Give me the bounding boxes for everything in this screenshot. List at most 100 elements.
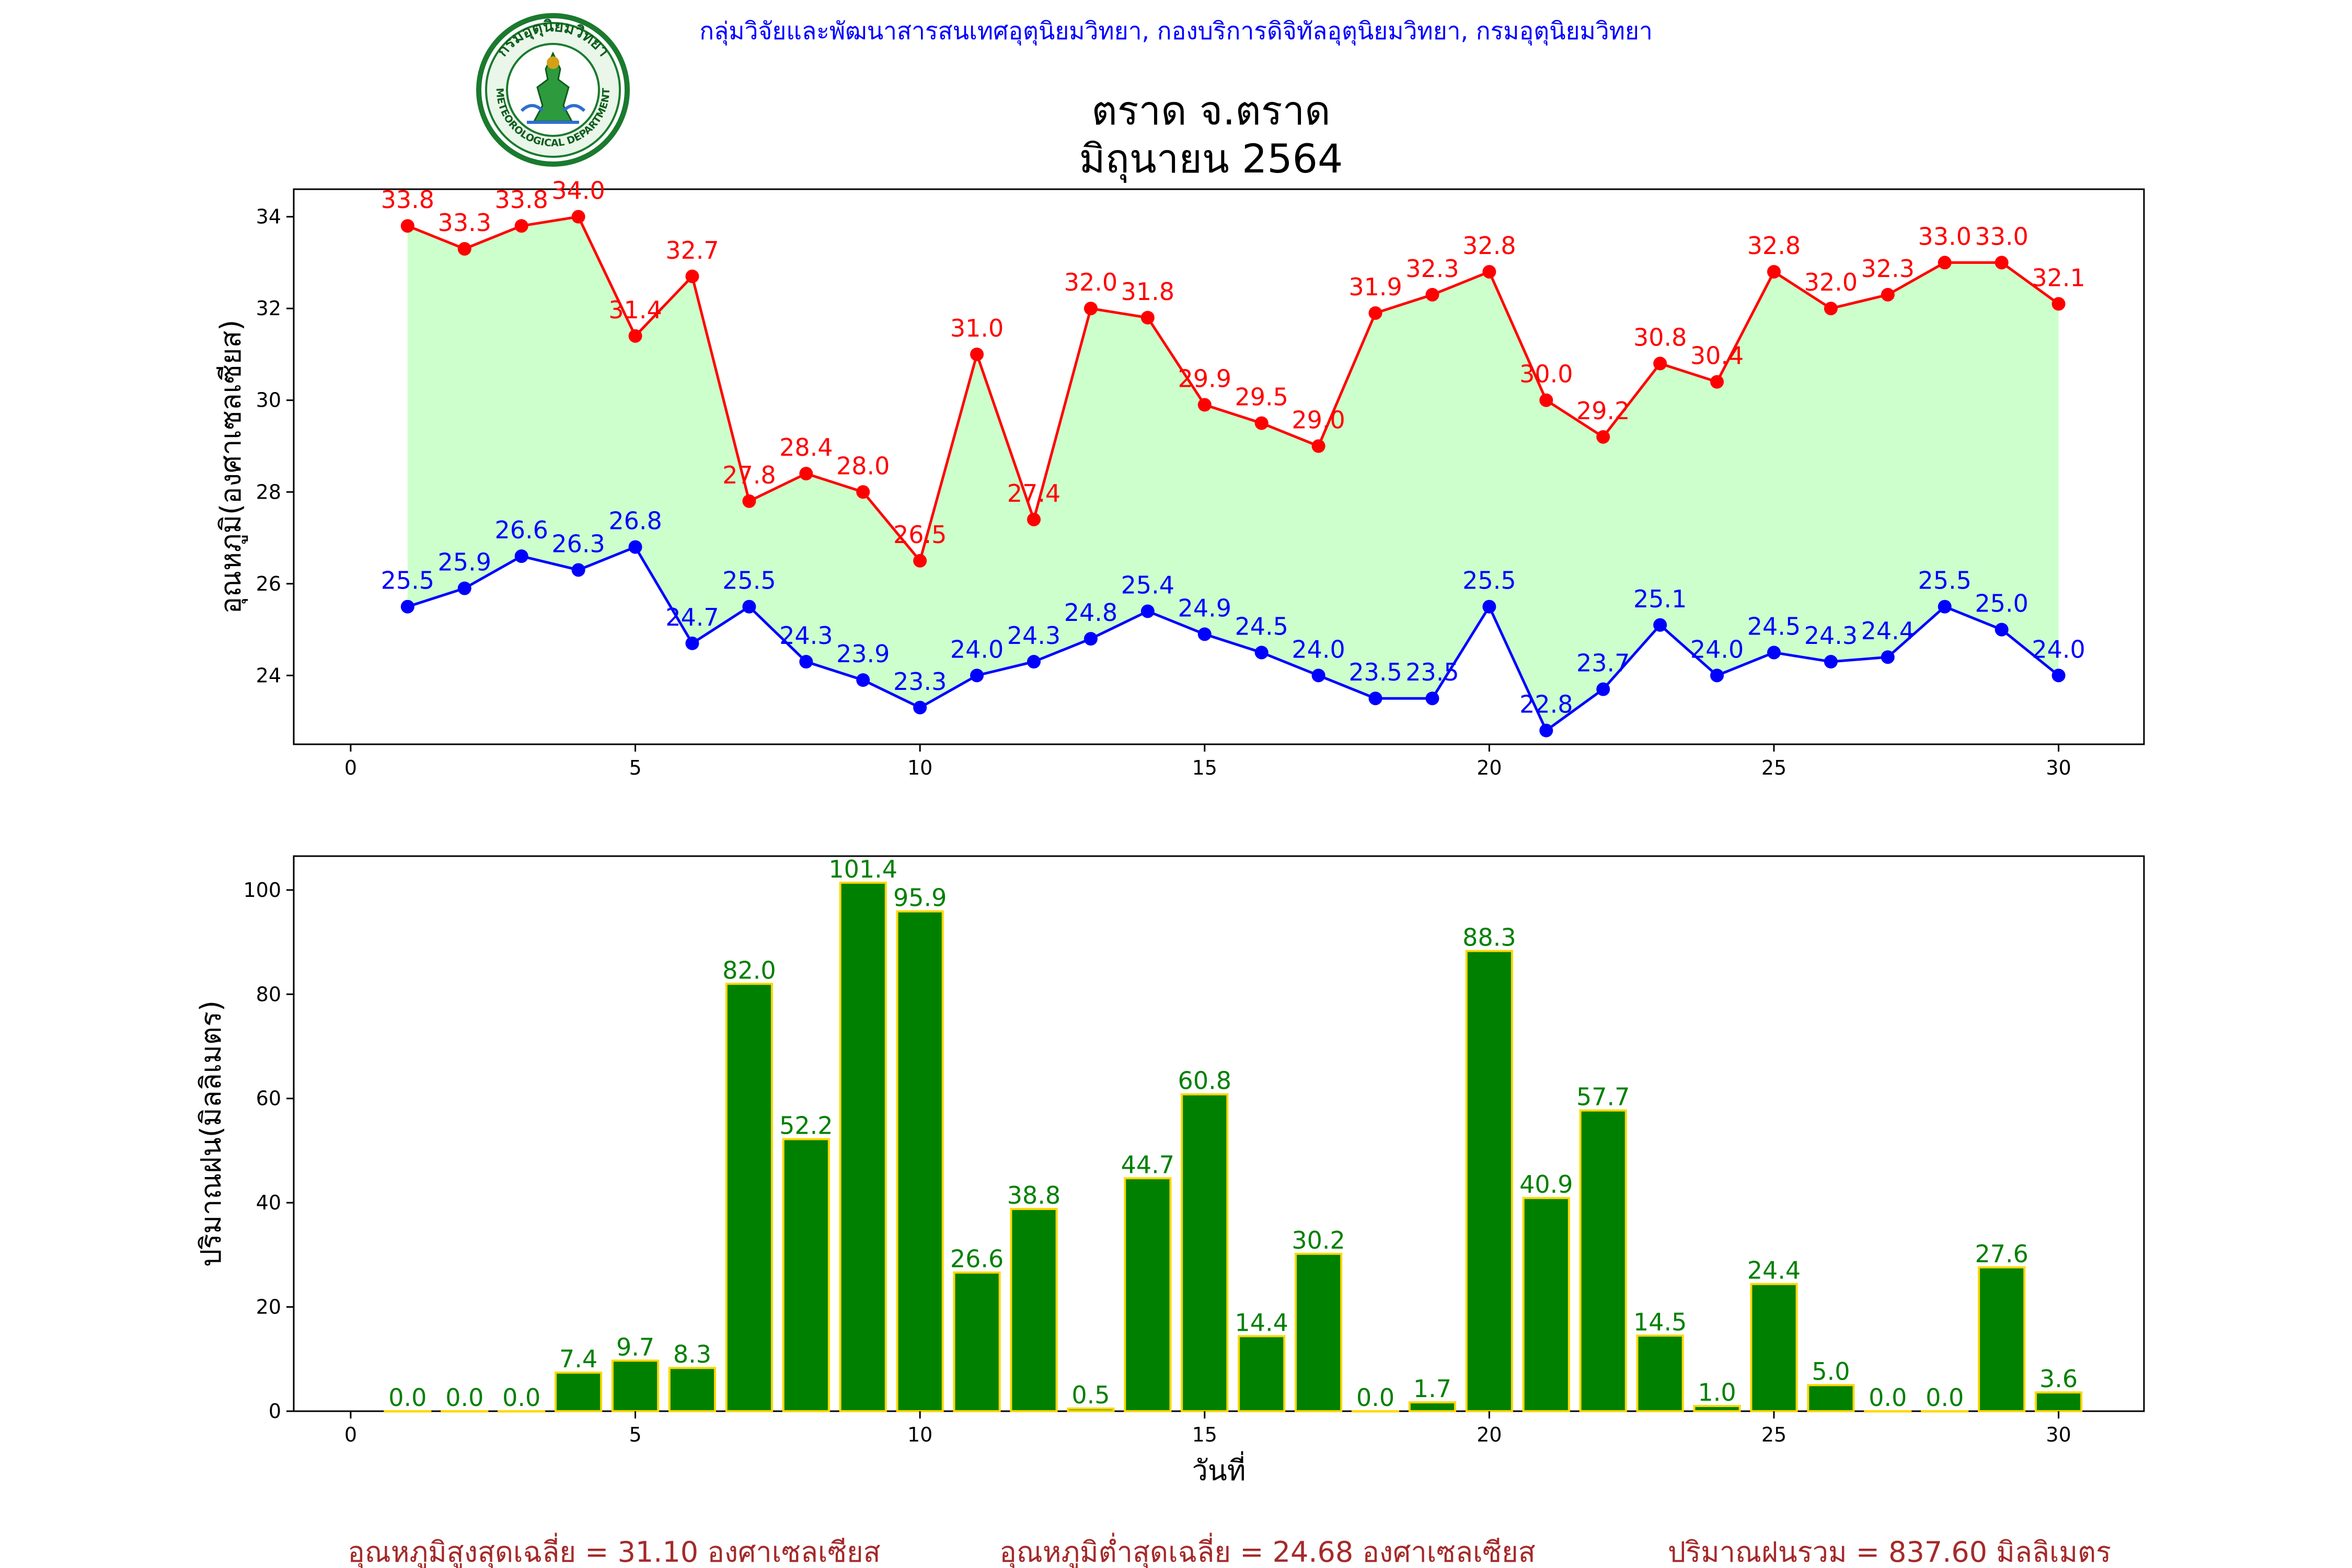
min-temperature-point <box>1254 645 1269 660</box>
max-temperature-point <box>1710 375 1724 389</box>
y-tick-label: 20 <box>256 1296 281 1319</box>
max-temperature-point <box>856 485 870 499</box>
rainfall-value-label: 7.4 <box>559 1345 597 1373</box>
max-temperature-label: 27.4 <box>1007 479 1060 508</box>
min-temperature-label: 23.9 <box>836 640 890 668</box>
max-temperature-point <box>1994 256 2009 270</box>
y-tick-label: 40 <box>256 1191 281 1214</box>
footer-avg-max: อุณหภูมิสูงสุดเฉลี่ย = 31.10 องศาเซลเซีย… <box>348 1532 880 1568</box>
max-temperature-label: 28.4 <box>779 433 833 462</box>
max-temperature-point <box>1824 302 1838 316</box>
max-temperature-point <box>1482 264 1496 279</box>
max-temperature-point <box>742 494 756 508</box>
min-temperature-point <box>1311 668 1325 683</box>
station-title: ตราด จ.ตราด <box>1091 87 1330 134</box>
max-temperature-label: 32.8 <box>1747 232 1801 260</box>
rainfall-value-label: 0.5 <box>1071 1381 1110 1409</box>
max-temperature-label: 33.0 <box>1975 222 2028 250</box>
max-temperature-label: 30.0 <box>1519 360 1573 388</box>
rainfall-bar <box>1864 1410 1912 1413</box>
max-temperature-point <box>1653 356 1667 371</box>
max-temperature-point <box>1254 416 1269 430</box>
x-tick-label: 25 <box>1761 756 1786 779</box>
max-temperature-point <box>1027 512 1041 526</box>
rainfall-bar <box>441 1410 489 1413</box>
max-temperature-label: 33.3 <box>438 209 491 237</box>
min-temperature-label: 24.7 <box>665 603 719 631</box>
max-temperature-point <box>400 219 414 233</box>
x-tick-label: 25 <box>1761 1423 1786 1446</box>
max-temperature-label: 32.0 <box>1064 268 1117 296</box>
temperature-y-axis-label: อุณหภูมิ(องศาเซลเซียส) <box>214 320 248 614</box>
min-temperature-label: 24.8 <box>1064 598 1117 627</box>
min-temperature-point <box>1197 627 1212 641</box>
y-tick-label: 28 <box>256 480 281 503</box>
x-tick-label: 0 <box>344 756 357 779</box>
min-temperature-point <box>457 581 471 595</box>
max-temperature-label: 33.8 <box>494 186 548 214</box>
max-temperature-label: 32.0 <box>1804 268 1858 296</box>
max-temperature-point <box>457 242 471 256</box>
y-tick-label: 100 <box>243 879 281 902</box>
rainfall-value-label: 26.6 <box>950 1245 1004 1273</box>
max-temperature-point <box>1596 430 1610 444</box>
min-temperature-label: 23.5 <box>1348 658 1402 686</box>
x-tick-label: 10 <box>907 1423 932 1446</box>
rainfall-bar <box>498 1410 546 1413</box>
y-tick-label: 24 <box>256 664 281 687</box>
y-tick-label: 0 <box>269 1400 281 1423</box>
y-tick-label: 80 <box>256 983 281 1006</box>
rainfall-bar <box>1693 1405 1741 1412</box>
rainfall-bar <box>1124 1177 1172 1412</box>
min-temperature-label: 23.7 <box>1576 649 1630 677</box>
min-temperature-label: 25.0 <box>1975 590 2028 618</box>
footer-avg-min: อุณหภูมิต่ำสุดเฉลี่ย = 24.68 องศาเซลเซีย… <box>999 1532 1535 1568</box>
min-temperature-point <box>571 563 585 577</box>
min-temperature-label: 25.1 <box>1633 585 1687 613</box>
min-temperature-label: 25.5 <box>1918 567 1971 595</box>
y-tick-label: 32 <box>256 297 281 320</box>
max-temperature-label: 32.7 <box>665 236 719 264</box>
rainfall-bar <box>1351 1410 1400 1413</box>
rainfall-value-label: 0.0 <box>1926 1383 1964 1412</box>
rainfall-bar <box>953 1271 1001 1412</box>
max-temperature-point <box>628 329 642 343</box>
rainfall-bar <box>668 1367 717 1413</box>
max-temperature-label: 30.8 <box>1633 324 1687 352</box>
min-temperature-label: 24.0 <box>1292 635 1345 663</box>
rainfall-value-label: 82.0 <box>722 956 776 984</box>
rainfall-bar <box>1750 1283 1798 1412</box>
rainfall-value-label: 101.4 <box>828 855 897 883</box>
max-temperature-point <box>1938 256 1952 270</box>
x-tick-label: 5 <box>629 756 641 779</box>
min-temperature-label: 24.0 <box>2032 635 2085 663</box>
deity-emblem-icon <box>520 51 586 124</box>
rainfall-bar <box>782 1138 830 1413</box>
max-temperature-label: 31.4 <box>608 296 662 324</box>
max-temperature-label: 33.0 <box>1918 222 1971 250</box>
rainfall-value-label: 38.8 <box>1007 1181 1060 1209</box>
max-temperature-point <box>1881 287 1895 302</box>
rainfall-x-axis-label: วันที่ <box>1192 1451 1246 1487</box>
min-temperature-line <box>407 545 2060 733</box>
min-temperature-label: 22.8 <box>1519 690 1573 719</box>
max-temperature-label: 32.8 <box>1462 232 1516 260</box>
rainfall-bar <box>1579 1109 1627 1412</box>
max-temperature-label: 32.1 <box>2032 263 2085 292</box>
min-temperature-label: 25.4 <box>1121 571 1174 599</box>
x-tick-label: 5 <box>629 1423 641 1446</box>
min-temperature-point <box>1994 622 2009 637</box>
x-tick-label: 30 <box>2046 756 2071 779</box>
min-temperature-label: 24.3 <box>1007 621 1060 650</box>
rainfall-value-label: 1.7 <box>1413 1375 1451 1403</box>
min-temperature-point <box>1596 682 1610 696</box>
rainfall-bar <box>1465 950 1513 1412</box>
max-temperature-label: 28.0 <box>836 452 890 480</box>
rainfall-bar <box>1010 1208 1058 1413</box>
rainfall-value-label: 24.4 <box>1747 1256 1801 1285</box>
max-temperature-label: 29.9 <box>1178 365 1231 393</box>
rainfall-value-label: 88.3 <box>1462 923 1516 951</box>
min-temperature-label: 26.8 <box>608 507 662 535</box>
max-temperature-point <box>970 347 984 361</box>
rainfall-value-label: 30.2 <box>1292 1226 1345 1254</box>
